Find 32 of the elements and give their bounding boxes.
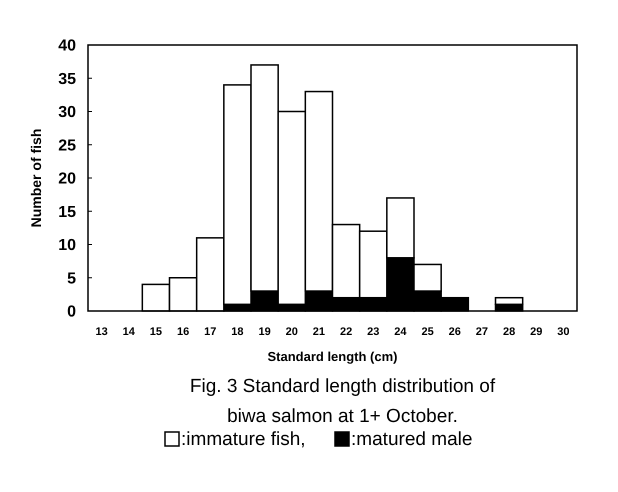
x-tick-label: 28 xyxy=(502,326,516,338)
x-tick-label: 13 xyxy=(95,326,108,338)
legend-label: :immature fish, xyxy=(181,428,306,450)
y-tick-label: 20 xyxy=(58,170,76,188)
y-tick-label: 30 xyxy=(58,104,76,122)
x-tick-label: 23 xyxy=(367,326,380,338)
x-tick-label: 24 xyxy=(394,326,408,338)
x-tick-label: 27 xyxy=(476,326,488,338)
x-axis-title: Standard length (cm) xyxy=(267,349,398,364)
x-tick-label: 15 xyxy=(150,326,162,338)
y-axis-title: Number of fish xyxy=(28,128,44,228)
x-tick-label: 20 xyxy=(286,326,298,338)
x-tick-label: 30 xyxy=(557,326,570,338)
y-tick-label: 35 xyxy=(58,70,76,88)
x-tick-label: 25 xyxy=(421,326,434,338)
legend-label: :matured male xyxy=(351,428,472,450)
x-tick-label: 18 xyxy=(231,326,244,338)
y-tick-label: 5 xyxy=(67,270,76,288)
x-tick-label: 22 xyxy=(340,326,352,338)
text: Fig. 3 Standard length distribution of biwa salmon at 1+ October. xyxy=(190,376,496,427)
y-tick-label: 25 xyxy=(58,137,76,154)
x-tick-label: 21 xyxy=(312,326,326,338)
x-tick-label: 17 xyxy=(204,326,216,338)
x-tick-label: 19 xyxy=(258,326,271,338)
x-tick-label: 26 xyxy=(448,326,461,338)
y-tick-label: 15 xyxy=(58,204,76,221)
y-tick-label: 40 xyxy=(58,38,76,55)
x-tick-label: 14 xyxy=(122,326,136,338)
x-tick-label: 29 xyxy=(530,326,542,338)
y-tick-label: 10 xyxy=(58,237,76,254)
y-tick-label: 0 xyxy=(67,304,76,321)
x-tick-label: 16 xyxy=(176,326,190,338)
